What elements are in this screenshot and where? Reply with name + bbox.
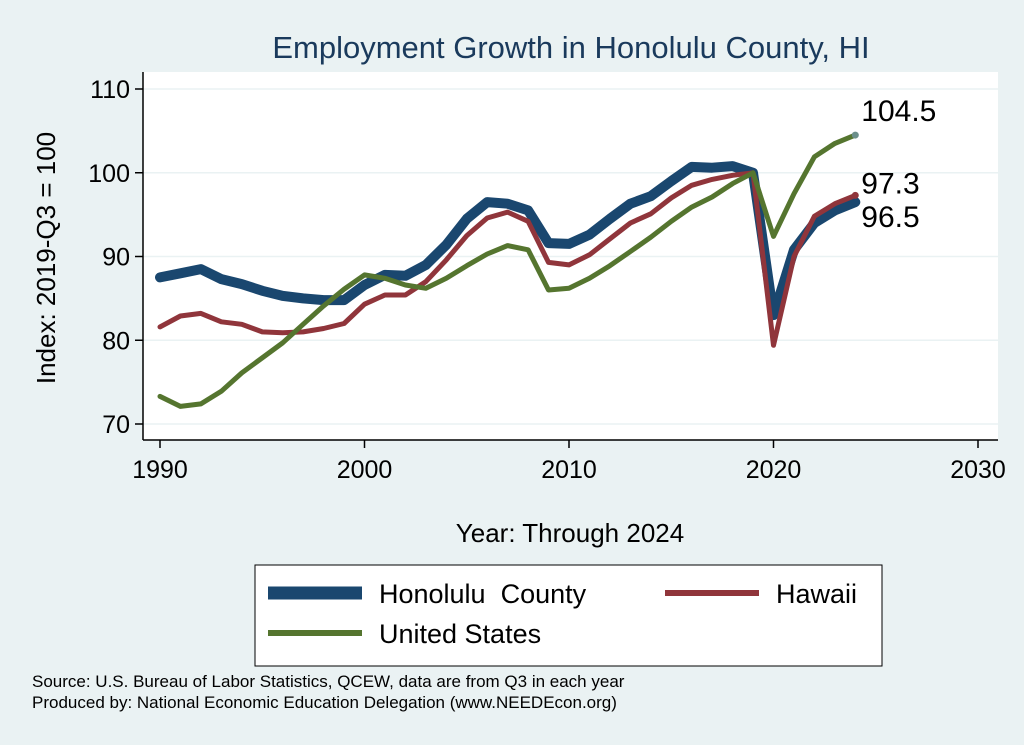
series-line-honolulu-county: [155, 161, 861, 321]
x-axis-title: Year: Through 2024: [456, 518, 684, 548]
y-tick-label-80: 80: [102, 327, 130, 355]
y-tick-label-100: 100: [88, 160, 130, 188]
end-marker-hawaii: [851, 191, 859, 199]
x-tick-label-1990: 1990: [132, 456, 188, 484]
end-label-honolulu-county: 96.5: [861, 201, 919, 234]
legend-label-hawaii: Hawaii: [776, 579, 857, 609]
legend-label-honolulu: Honolulu County: [379, 579, 587, 609]
x-axis: 1990 2000 2010 2020 2030: [132, 439, 1006, 484]
legend-label-united-states: United States: [379, 619, 541, 649]
y-axis: 70 80 90 100 110: [88, 72, 144, 440]
source-line-1: Source: U.S. Bureau of Labor Statistics,…: [32, 672, 625, 691]
end-label-hawaii: 97.3: [861, 167, 919, 200]
y-tick-label-90: 90: [102, 244, 130, 272]
y-tick-label-70: 70: [102, 411, 130, 439]
end-marker-united-states: [851, 131, 859, 139]
x-tick-label-2020: 2020: [746, 456, 802, 484]
series-line-hawaii: [157, 170, 858, 348]
x-tick-label-2030: 2030: [950, 456, 1006, 484]
end-labels: 96.597.3 104.5: [851, 95, 936, 234]
legend-box: [254, 564, 883, 667]
x-tick-label-2000: 2000: [337, 456, 393, 484]
chart-title: Employment Growth in Honolulu County, HI: [272, 30, 869, 65]
legend: Honolulu County Hawaii United States: [254, 564, 883, 667]
y-tick-label-110: 110: [90, 76, 130, 104]
series-line-united-states: [157, 132, 858, 409]
x-tick-label-2010: 2010: [541, 456, 597, 484]
end-marker-honolulu-county: [851, 198, 859, 206]
end-label-united-states: 104.5: [861, 95, 936, 128]
source-line-2: Produced by: National Economic Education…: [32, 693, 617, 712]
y-axis-title: Index: 2019-Q3 = 100: [31, 132, 61, 384]
series-lines: [155, 132, 861, 409]
